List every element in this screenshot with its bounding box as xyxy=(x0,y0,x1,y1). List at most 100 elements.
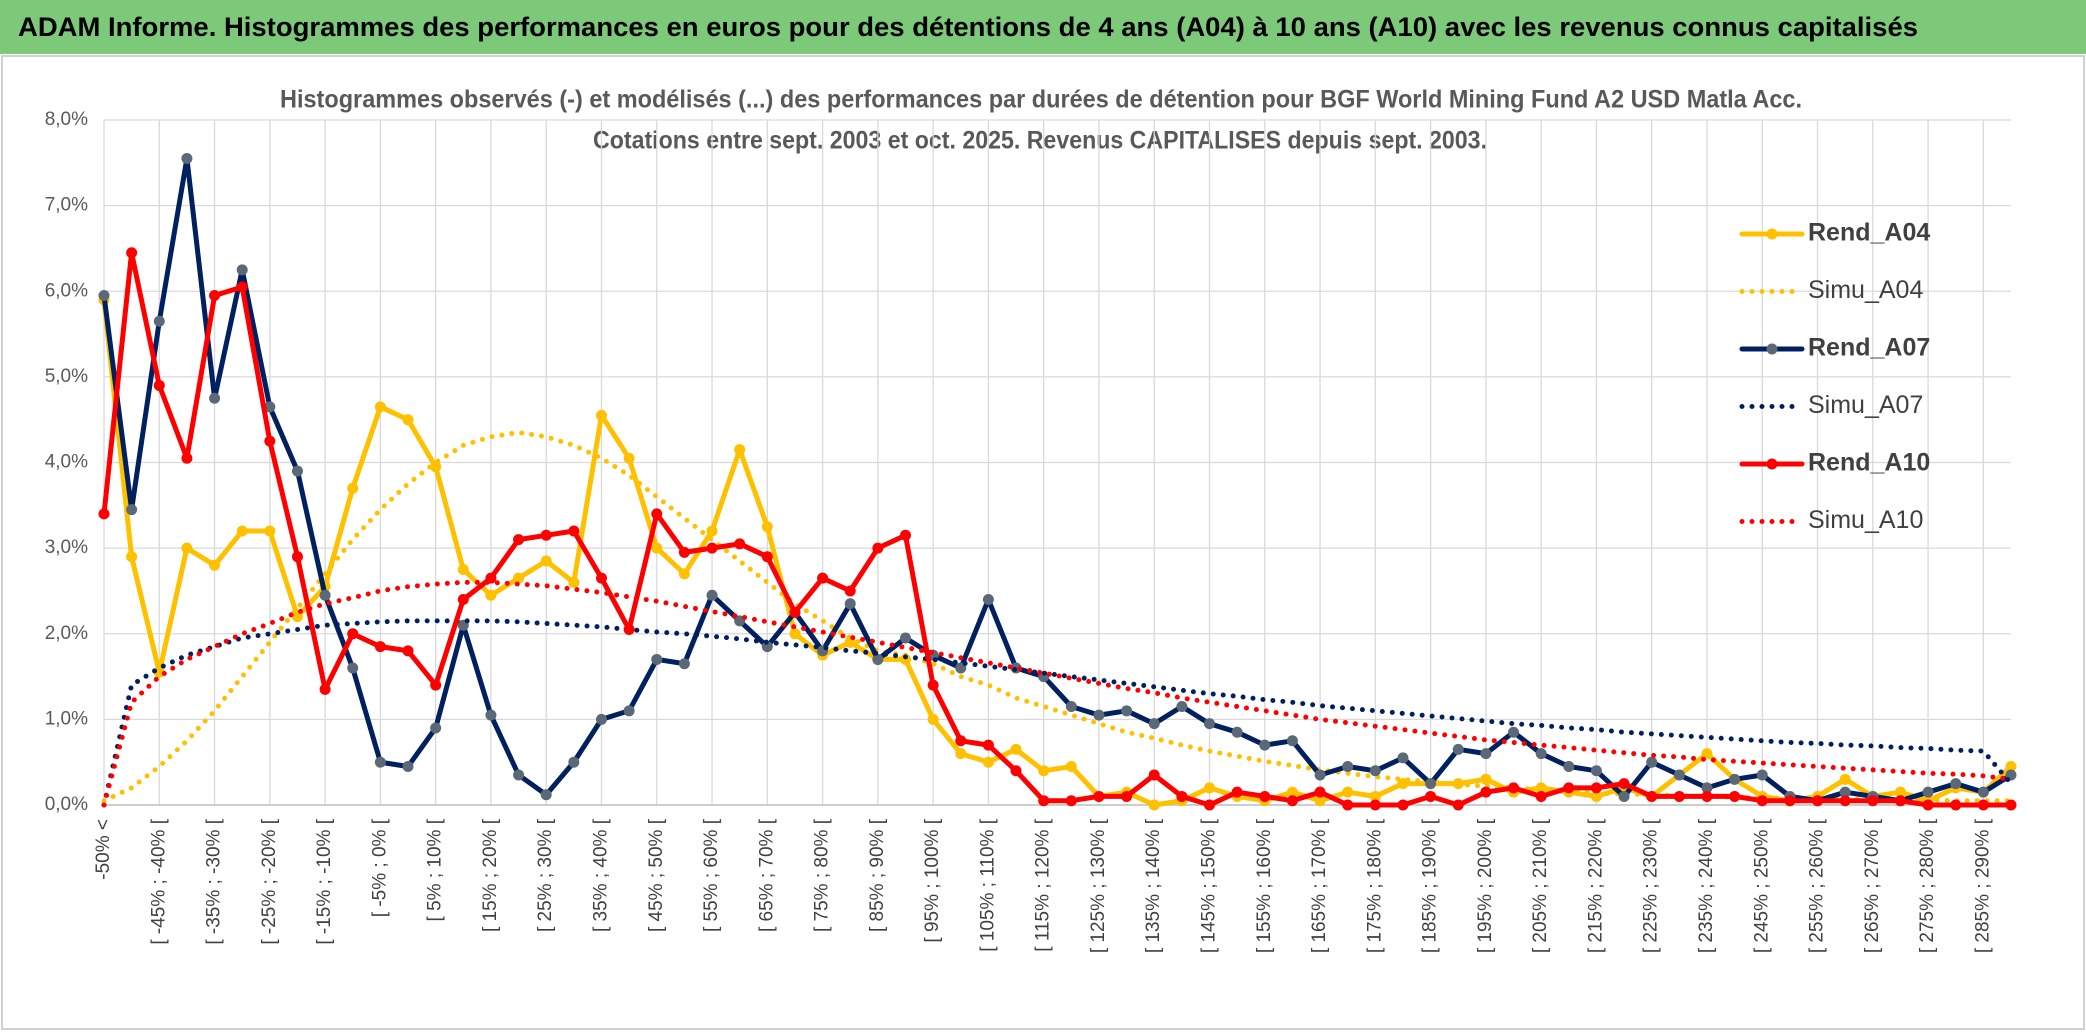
x-tick-label: [ 25% ; 30% [ xyxy=(535,818,556,932)
x-tick-label: [ 255% ; 260% [ xyxy=(1807,818,1828,953)
x-tick-label: [ -45% ; -40% [ xyxy=(148,818,169,944)
data-point xyxy=(1756,795,1768,807)
data-point xyxy=(2005,799,2017,811)
data-point xyxy=(1204,782,1216,794)
data-point xyxy=(899,653,911,665)
data-point xyxy=(1093,790,1105,802)
data-point xyxy=(1480,748,1492,760)
data-point xyxy=(1204,718,1216,730)
data-point xyxy=(734,538,746,550)
data-point xyxy=(1342,786,1354,798)
data-point xyxy=(955,735,967,747)
data-point xyxy=(1204,799,1216,811)
x-tick-label: [ 235% ; 240% [ xyxy=(1696,818,1717,953)
data-point xyxy=(126,504,138,516)
legend-label: Simu_A04 xyxy=(1808,276,1923,304)
x-tick-label: [ 275% ; 280% [ xyxy=(1917,818,1938,953)
data-point xyxy=(374,756,386,768)
x-tick-label: [ 135% ; 140% [ xyxy=(1143,818,1164,953)
data-point xyxy=(817,572,829,584)
data-point xyxy=(1065,760,1077,772)
data-point xyxy=(651,508,663,520)
data-point xyxy=(1121,705,1133,717)
data-point xyxy=(1314,795,1326,807)
data-point xyxy=(319,683,331,695)
data-point xyxy=(1701,782,1713,794)
data-point xyxy=(1259,790,1271,802)
data-point xyxy=(982,594,994,605)
chart-title: Histogrammes observés (-) et modélisés (… xyxy=(280,86,1802,114)
y-tick-label: 5,0% xyxy=(45,366,88,387)
legend-label: Rend_A10 xyxy=(1808,449,1930,477)
model-line xyxy=(101,579,2014,808)
data-point xyxy=(1148,718,1160,730)
data-point xyxy=(1425,790,1437,802)
x-tick-label: [ 165% ; 170% [ xyxy=(1309,818,1330,953)
data-point xyxy=(1093,709,1105,721)
x-tick-label: [ 265% ; 270% [ xyxy=(1862,818,1883,953)
x-tick-label: -50% < xyxy=(93,819,114,880)
y-tick-label: 3,0% xyxy=(45,537,88,558)
data-point xyxy=(844,598,856,610)
data-point xyxy=(1286,795,1298,807)
data-point xyxy=(1425,778,1437,790)
x-tick-label: [ 45% ; 50% [ xyxy=(646,818,667,932)
model-line xyxy=(101,430,2014,804)
data-point xyxy=(347,628,359,640)
data-point xyxy=(153,379,165,391)
data-point xyxy=(209,290,221,302)
x-tick-label: [ -15% ; -10% [ xyxy=(314,818,335,944)
data-point xyxy=(430,679,442,691)
data-point xyxy=(1894,795,1906,807)
x-tick-label: [ 115% ; 120% [ xyxy=(1033,818,1054,951)
data-point xyxy=(1038,795,1050,807)
data-point xyxy=(1286,786,1298,798)
data-point xyxy=(181,153,193,165)
data-point xyxy=(1369,799,1381,811)
data-point xyxy=(1259,739,1271,751)
data-point xyxy=(291,551,303,563)
data-point xyxy=(1038,765,1050,777)
x-tick-label: [ 215% ; 220% [ xyxy=(1585,818,1606,953)
data-point xyxy=(761,551,773,563)
x-tick-label: [ 105% ; 110% [ xyxy=(977,818,998,951)
data-point xyxy=(1397,799,1409,811)
legend-label: Rend_A04 xyxy=(1808,219,1930,247)
data-point xyxy=(126,551,138,563)
data-point xyxy=(1535,790,1547,802)
data-point xyxy=(1480,773,1492,785)
data-point xyxy=(1452,743,1464,755)
legend-marker xyxy=(1766,343,1778,355)
data-point xyxy=(734,444,746,456)
data-point xyxy=(872,542,884,554)
data-point xyxy=(1563,782,1575,794)
chart-subtitle: Cotations entre sept. 2003 et oct. 2025.… xyxy=(593,127,1487,155)
data-point xyxy=(1646,756,1658,768)
data-point xyxy=(1673,790,1685,802)
data-point xyxy=(209,392,221,404)
data-point xyxy=(374,401,386,413)
header-title: ADAM Informe. Histogrammes des performan… xyxy=(18,12,1918,42)
x-tick-label: [ 185% ; 190% [ xyxy=(1420,818,1441,953)
data-point xyxy=(319,589,331,601)
data-point xyxy=(1867,795,1879,807)
data-point xyxy=(1950,799,1962,811)
data-point xyxy=(927,713,939,725)
data-point xyxy=(264,435,276,447)
data-point xyxy=(1508,726,1520,738)
data-point xyxy=(1729,790,1741,802)
data-point xyxy=(1065,795,1077,807)
y-tick-label: 0,0% xyxy=(45,794,88,815)
data-point xyxy=(1121,790,1133,802)
data-point xyxy=(402,760,414,772)
x-tick-label: [ 95% ; 100% [ xyxy=(922,818,943,942)
x-tick-label: [ 145% ; 150% [ xyxy=(1199,818,1220,953)
data-point xyxy=(457,564,469,576)
x-tick-label: [ 55% ; 60% [ xyxy=(701,818,722,932)
data-point xyxy=(1508,782,1520,794)
data-point xyxy=(844,585,856,597)
data-point xyxy=(1646,790,1658,802)
x-tick-label: [ 175% ; 180% [ xyxy=(1364,818,1385,953)
data-point xyxy=(264,525,276,537)
data-point xyxy=(1590,782,1602,794)
